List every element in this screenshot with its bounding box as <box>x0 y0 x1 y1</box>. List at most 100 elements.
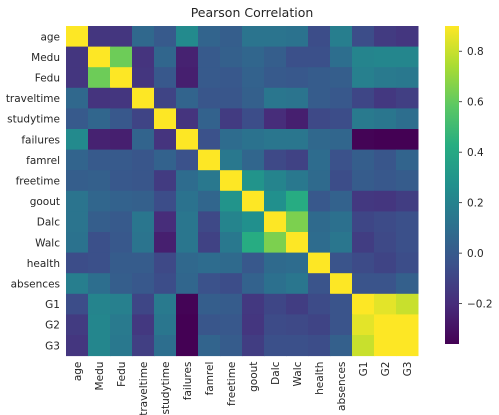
heatmap-cell-freetime-G1 <box>352 170 375 192</box>
heatmap-cell-traveltime-G2 <box>374 87 397 109</box>
row-label-traveltime: traveltime <box>6 93 60 105</box>
heatmap-cell-Walc-failures <box>176 232 199 254</box>
heatmap-cell-health-absences <box>330 252 353 274</box>
heatmap-cell-Dalc-famrel <box>198 211 221 233</box>
heatmap-cell-G2-health <box>308 314 331 336</box>
heatmap-cell-G3-famrel <box>198 335 221 357</box>
heatmap-cell-goout-G3 <box>396 190 419 212</box>
heatmap-cell-Medu-freetime <box>220 46 243 68</box>
heatmap-cell-Fedu-Medu <box>88 67 111 89</box>
heatmap-cell-failures-studytime <box>154 129 177 151</box>
heatmap-cell-age-absences <box>330 26 353 48</box>
heatmap-cell-absences-Walc <box>286 273 309 295</box>
heatmap-cell-famrel-studytime <box>154 149 177 171</box>
heatmap-cell-G2-freetime <box>220 314 243 336</box>
heatmap-cell-G1-G2 <box>374 293 397 315</box>
row-label-G3: G3 <box>45 340 60 352</box>
heatmap-cell-famrel-health <box>308 149 331 171</box>
heatmap-cell-freetime-age <box>66 170 89 192</box>
column-label-age: age <box>72 362 84 382</box>
column-label-Dalc: Dalc <box>270 361 282 384</box>
heatmap-cell-traveltime-famrel <box>198 87 221 109</box>
heatmap-cell-famrel-Walc <box>286 149 309 171</box>
heatmap-cell-studytime-freetime <box>220 108 243 130</box>
heatmap-cell-Fedu-Walc <box>286 67 309 89</box>
heatmap-cell-Walc-health <box>308 232 331 254</box>
colorbar-tick-label: 0.4 <box>467 147 484 159</box>
heatmap-cell-health-goout <box>242 252 265 274</box>
heatmap-cell-absences-G2 <box>374 273 397 295</box>
heatmap-cell-G2-Dalc <box>264 314 287 336</box>
heatmap-cell-Fedu-G1 <box>352 67 375 89</box>
heatmap-cell-studytime-failures <box>176 108 199 130</box>
column-label-studytime: studytime <box>160 362 172 415</box>
heatmap-cell-Dalc-absences <box>330 211 353 233</box>
heatmap-cell-Walc-Walc <box>286 232 309 254</box>
heatmap-cell-failures-Walc <box>286 129 309 151</box>
heatmap-cell-goout-famrel <box>198 190 221 212</box>
heatmap-cell-absences-goout <box>242 273 265 295</box>
heatmap-cell-freetime-Walc <box>286 170 309 192</box>
heatmap-cell-Fedu-famrel <box>198 67 221 89</box>
heatmap-cell-failures-freetime <box>220 129 243 151</box>
heatmap-cell-goout-G2 <box>374 190 397 212</box>
heatmap-cell-Medu-Dalc <box>264 46 287 68</box>
heatmap-cell-famrel-Fedu <box>110 149 133 171</box>
heatmap-cell-failures-G3 <box>396 129 419 151</box>
column-label-health: health <box>314 362 326 395</box>
heatmap-cell-goout-Medu <box>88 190 111 212</box>
heatmap-cell-health-age <box>66 252 89 274</box>
heatmap-cell-G2-Medu <box>88 314 111 336</box>
heatmap-cell-Medu-health <box>308 46 331 68</box>
heatmap-cell-G3-studytime <box>154 335 177 357</box>
heatmap-cell-freetime-studytime <box>154 170 177 192</box>
heatmap-cell-absences-Medu <box>88 273 111 295</box>
heatmap-cell-Medu-G2 <box>374 46 397 68</box>
column-label-Fedu: Fedu <box>116 362 128 387</box>
row-label-freetime: freetime <box>16 176 60 188</box>
heatmap-cell-Dalc-G3 <box>396 211 419 233</box>
heatmap-cell-Dalc-studytime <box>154 211 177 233</box>
heatmap-cell-Medu-Fedu <box>110 46 133 68</box>
heatmap-cell-studytime-Fedu <box>110 108 133 130</box>
heatmap-cell-G2-failures <box>176 314 199 336</box>
heatmap-cell-famrel-famrel <box>198 149 221 171</box>
heatmap-cell-G2-G1 <box>352 314 375 336</box>
heatmap-cell-traveltime-G1 <box>352 87 375 109</box>
heatmap-cell-G1-failures <box>176 293 199 315</box>
heatmap-cell-G1-G1 <box>352 293 375 315</box>
heatmap-cell-Fedu-failures <box>176 67 199 89</box>
heatmap-cell-absences-failures <box>176 273 199 295</box>
heatmap-cell-Walc-absences <box>330 232 353 254</box>
heatmap-cell-traveltime-freetime <box>220 87 243 109</box>
heatmap-cell-age-Fedu <box>110 26 133 48</box>
heatmap-cell-famrel-age <box>66 149 89 171</box>
heatmap-cell-famrel-Medu <box>88 149 111 171</box>
heatmap-cell-Medu-failures <box>176 46 199 68</box>
heatmap-cell-age-Walc <box>286 26 309 48</box>
heatmap-cell-studytime-famrel <box>198 108 221 130</box>
heatmap-cell-G3-Walc <box>286 335 309 357</box>
heatmap-cell-freetime-failures <box>176 170 199 192</box>
heatmap-cell-Medu-absences <box>330 46 353 68</box>
column-label-freetime: freetime <box>226 362 238 406</box>
heatmap-cell-failures-failures <box>176 129 199 151</box>
colorbar-tick-label: 0.0 <box>467 248 484 260</box>
heatmap-cell-goout-freetime <box>220 190 243 212</box>
column-label-G3: G3 <box>402 362 414 377</box>
heatmap-cell-Fedu-Fedu <box>110 67 133 89</box>
column-label-G1: G1 <box>358 362 370 377</box>
column-label-failures: failures <box>182 362 194 401</box>
heatmap-cell-Fedu-G2 <box>374 67 397 89</box>
heatmap-cell-studytime-G3 <box>396 108 419 130</box>
heatmap-cell-age-traveltime <box>132 26 155 48</box>
heatmap-cell-studytime-G1 <box>352 108 375 130</box>
heatmap-cell-age-age <box>66 26 89 48</box>
heatmap-cell-goout-failures <box>176 190 199 212</box>
heatmap-cell-goout-traveltime <box>132 190 155 212</box>
heatmap-cell-G2-G2 <box>374 314 397 336</box>
heatmap-cell-Dalc-Fedu <box>110 211 133 233</box>
heatmap-cell-goout-goout <box>242 190 265 212</box>
heatmap-cell-failures-goout <box>242 129 265 151</box>
heatmap-cell-G3-freetime <box>220 335 243 357</box>
